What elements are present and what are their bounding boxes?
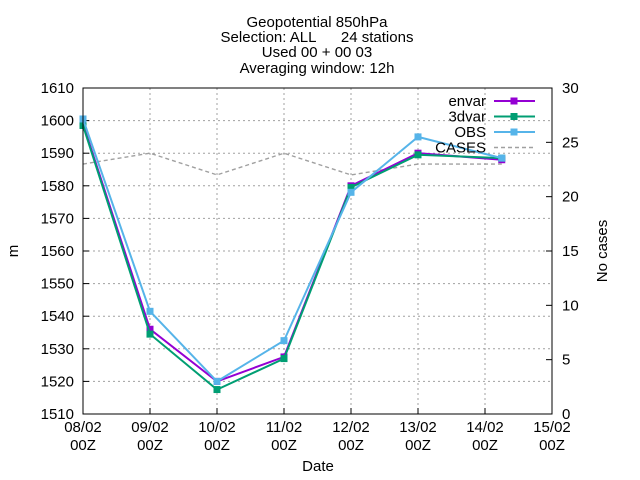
data-point-obs: [347, 188, 355, 196]
data-point-obs: [414, 133, 422, 141]
x-tick-label-time: 00Z: [405, 437, 431, 454]
y2-tick-label: 0: [562, 406, 570, 423]
y-tick-label: 1610: [41, 80, 74, 97]
x-tick-label-date: 15/02: [533, 419, 571, 436]
title-line-4: Averaging window: 12h: [240, 60, 395, 77]
series-line-obs: [82, 118, 503, 383]
data-point-3dvar: [213, 386, 221, 394]
title-line-3: Used 00 + 00 03: [262, 44, 373, 61]
series-line-envar: [82, 123, 502, 383]
x-tick-label-date: 10/02: [198, 419, 236, 436]
legend-label-envar: envar: [448, 93, 486, 110]
data-point-3dvar: [280, 355, 288, 363]
x-tick-label-time: 00Z: [539, 437, 565, 454]
y-tick-label: 1510: [41, 406, 74, 423]
y-tick-label: 1530: [41, 341, 74, 358]
legend-label-3dvar: 3dvar: [448, 109, 486, 126]
y2-tick-label: 15: [562, 243, 579, 260]
y-tick-label: 1590: [41, 145, 74, 162]
x-tick-label-time: 00Z: [137, 437, 163, 454]
y-tick-label: 1520: [41, 373, 74, 390]
y2-axis-label: No cases: [594, 220, 611, 283]
axis-ticks: 1510152015301540155015601570158015901600…: [41, 80, 579, 454]
x-tick-label-date: 14/02: [466, 419, 504, 436]
x-tick-label-time: 00Z: [472, 437, 498, 454]
data-point-3dvar: [146, 330, 154, 338]
y-tick-label: 1550: [41, 276, 74, 293]
x-tick-label-date: 11/02: [266, 419, 302, 436]
x-tick-label-time: 00Z: [271, 437, 297, 454]
x-tick-label-date: 08/02: [64, 419, 102, 436]
legend-label-cases: CASES: [435, 140, 486, 157]
y-tick-label: 1580: [41, 178, 74, 195]
title-line-1: Geopotential 850hPa: [247, 14, 389, 31]
grid: [83, 88, 552, 414]
y-tick-label: 1570: [41, 210, 74, 227]
y-axis-label: m: [5, 245, 22, 258]
data-point-obs: [280, 337, 288, 345]
series: [79, 115, 506, 394]
y-tick-label: 1600: [41, 113, 74, 130]
x-tick-label-date: 13/02: [399, 419, 437, 436]
legend-label-obs: OBS: [454, 124, 486, 141]
x-tick-label-date: 09/02: [131, 419, 169, 436]
y-tick-label: 1560: [41, 243, 74, 260]
chart-title: Geopotential 850hPa Selection: ALL 24 st…: [221, 14, 414, 77]
x-axis-label: Date: [302, 458, 334, 475]
data-point-obs: [146, 307, 154, 315]
x-tick-label-time: 00Z: [338, 437, 364, 454]
legend-marker-3dvar: [510, 113, 518, 120]
y-tick-label: 1540: [41, 308, 74, 325]
data-point-3dvar: [347, 183, 355, 191]
x-tick-label-time: 00Z: [204, 437, 230, 454]
data-point-3dvar: [414, 151, 422, 159]
y2-tick-label: 30: [562, 80, 579, 97]
y2-tick-label: 10: [562, 297, 579, 314]
data-point-obs: [498, 154, 506, 162]
y2-tick-label: 5: [562, 352, 570, 369]
legend-marker-obs: [510, 128, 518, 136]
series-line-3dvar: [82, 125, 502, 391]
x-tick-label-time: 00Z: [70, 437, 96, 454]
data-point-envar: [146, 325, 154, 333]
y2-tick-label: 20: [562, 189, 579, 206]
data-point-obs: [213, 377, 221, 385]
x-tick-label-date: 12/02: [332, 419, 370, 436]
title-line-2: Selection: ALL 24 stations: [221, 29, 414, 46]
plot-frame: [82, 87, 553, 415]
legend-marker-envar: [510, 97, 518, 105]
y2-tick-label: 25: [562, 134, 579, 151]
